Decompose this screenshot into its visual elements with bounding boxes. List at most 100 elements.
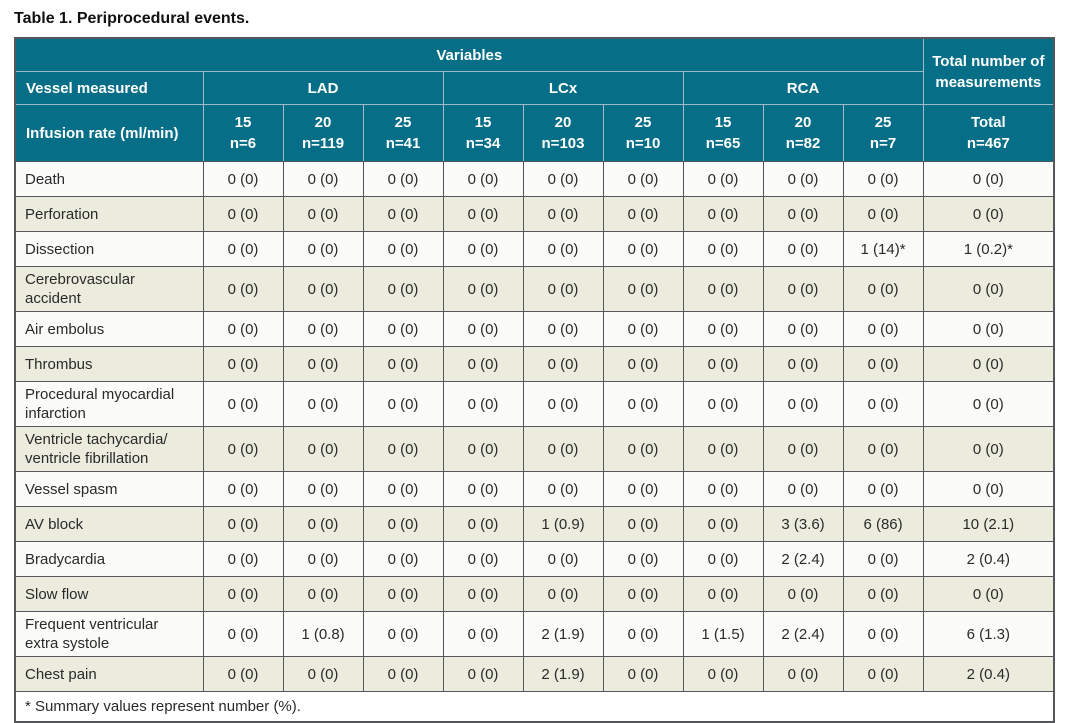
data-cell: 0 (0) — [602, 346, 684, 382]
table-row: Ventricle tachycardia/ ventricle fibrill… — [14, 426, 1055, 472]
row-label: Chest pain — [14, 656, 204, 692]
data-cell: 0 (0) — [602, 311, 684, 347]
rate-value: 20 — [554, 114, 572, 131]
data-cell: 0 (0) — [602, 266, 684, 312]
row-label: AV block — [14, 506, 204, 542]
row-label: Slow flow — [14, 576, 204, 612]
data-cell: 0 (0) — [842, 611, 924, 657]
footnote-row: * Summary values represent number (%). — [14, 691, 1055, 723]
data-cell: 0 (0) — [922, 381, 1055, 427]
data-cell: 0 (0) — [922, 426, 1055, 472]
n-value: n=6 — [229, 135, 257, 152]
data-cell: 1 (0.9) — [522, 506, 604, 542]
data-cell: 0 (0) — [682, 426, 764, 472]
data-cell: 1 (1.5) — [682, 611, 764, 657]
data-cell: 0 (0) — [602, 541, 684, 577]
data-cell: 0 (0) — [762, 196, 844, 232]
rate-value: 15 — [474, 114, 492, 131]
variables-header: Variables — [14, 37, 924, 72]
data-cell: 0 (0) — [682, 541, 764, 577]
data-cell: 0 (0) — [602, 381, 684, 427]
col-header-lcx-15: 15 n=34 — [442, 104, 524, 162]
row-label: Procedural myocardial infarction — [14, 381, 204, 427]
data-cell: 0 (0) — [762, 656, 844, 692]
row-label: Vessel spasm — [14, 471, 204, 507]
row-label: Thrombus — [14, 346, 204, 382]
data-cell: 0 (0) — [682, 381, 764, 427]
data-cell: 0 (0) — [602, 161, 684, 197]
data-cell: 0 (0) — [602, 426, 684, 472]
vessel-measured-header: Vessel measured — [14, 71, 204, 105]
data-cell: 0 (0) — [762, 231, 844, 267]
table-row: Death 0 (0) 0 (0) 0 (0) 0 (0) 0 (0) 0 (0) 0 (0… — [14, 161, 1055, 197]
vessel-group-lcx: LCx — [442, 71, 684, 105]
data-cell: 0 (0) — [922, 196, 1055, 232]
data-cell: 0 (0) — [362, 506, 444, 542]
data-cell: 0 (0) — [842, 311, 924, 347]
n-value: n=119 — [301, 135, 345, 152]
data-cell: 0 (0) — [442, 266, 524, 312]
vessel-group-lad: LAD — [202, 71, 444, 105]
data-cell: 0 (0) — [202, 506, 284, 542]
table-row: Thrombus 0 (0) 0 (0) 0 (0) 0 (0) 0 (0) 0 (0) 0… — [14, 346, 1055, 382]
data-cell: 0 (0) — [202, 266, 284, 312]
data-cell: 0 (0) — [842, 656, 924, 692]
data-cell: 0 (0) — [282, 506, 364, 542]
data-cell: 0 (0) — [922, 311, 1055, 347]
data-cell: 0 (0) — [282, 311, 364, 347]
data-cell: 0 (0) — [602, 656, 684, 692]
vessel-group-rca: RCA — [682, 71, 924, 105]
row-label: Air embolus — [14, 311, 204, 347]
data-cell: 0 (0) — [362, 231, 444, 267]
table-title: Table 1. Periprocedural events. — [14, 10, 250, 27]
data-cell: 0 (0) — [362, 471, 444, 507]
data-cell: 1 (0.8) — [282, 611, 364, 657]
n-value: n=65 — [705, 135, 741, 152]
data-cell: 0 (0) — [842, 541, 924, 577]
col-header-total: Total n=467 — [922, 104, 1055, 162]
rate-value: Total — [970, 114, 1006, 131]
total-measurements-header: Total number of measurements — [922, 37, 1055, 105]
data-cell: 0 (0) — [282, 656, 364, 692]
table-row: Procedural myocardial infarction 0 (0) 0 … — [14, 381, 1055, 427]
data-cell: 0 (0) — [922, 161, 1055, 197]
data-cell: 0 (0) — [762, 346, 844, 382]
data-cell: 0 (0) — [202, 196, 284, 232]
data-cell: 0 (0) — [202, 311, 284, 347]
n-value: n=10 — [625, 135, 661, 152]
data-cell: 0 (0) — [202, 576, 284, 612]
data-cell: 0 (0) — [522, 266, 604, 312]
data-cell: 0 (0) — [442, 196, 524, 232]
data-cell: 0 (0) — [202, 426, 284, 472]
data-cell: 0 (0) — [682, 311, 764, 347]
data-cell: 0 (0) — [282, 426, 364, 472]
col-header-rca-20: 20 n=82 — [762, 104, 844, 162]
data-cell: 10 (2.1) — [922, 506, 1055, 542]
data-cell: 0 (0) — [202, 346, 284, 382]
data-cell: 0 (0) — [842, 346, 924, 382]
rate-value: 20 — [794, 114, 812, 131]
table-row: AV block 0 (0) 0 (0) 0 (0) 0 (0) 1 (0.9) 0 (0… — [14, 506, 1055, 542]
data-cell: 2 (1.9) — [522, 611, 604, 657]
data-cell: 0 (0) — [362, 381, 444, 427]
data-cell: 0 (0) — [602, 196, 684, 232]
data-cell: 0 (0) — [842, 426, 924, 472]
row-label: Perforation — [14, 196, 204, 232]
data-cell: 0 (0) — [602, 576, 684, 612]
data-cell: 1 (14)* — [842, 231, 924, 267]
data-cell: 0 (0) — [602, 471, 684, 507]
data-cell: 0 (0) — [202, 611, 284, 657]
data-cell: 0 (0) — [522, 541, 604, 577]
data-cell: 0 (0) — [282, 196, 364, 232]
data-cell: 0 (0) — [762, 426, 844, 472]
data-cell: 0 (0) — [682, 576, 764, 612]
footnote: * Summary values represent number (%). — [14, 691, 1055, 723]
data-cell: 0 (0) — [522, 471, 604, 507]
data-cell: 0 (0) — [522, 426, 604, 472]
data-cell: 2 (2.4) — [762, 541, 844, 577]
row-label: Cerebrovascular accident — [14, 266, 204, 312]
header-row-variables: Variables Total number of measurements — [14, 37, 1055, 105]
data-cell: 0 (0) — [522, 311, 604, 347]
data-cell: 0 (0) — [842, 161, 924, 197]
data-cell: 0 (0) — [282, 231, 364, 267]
